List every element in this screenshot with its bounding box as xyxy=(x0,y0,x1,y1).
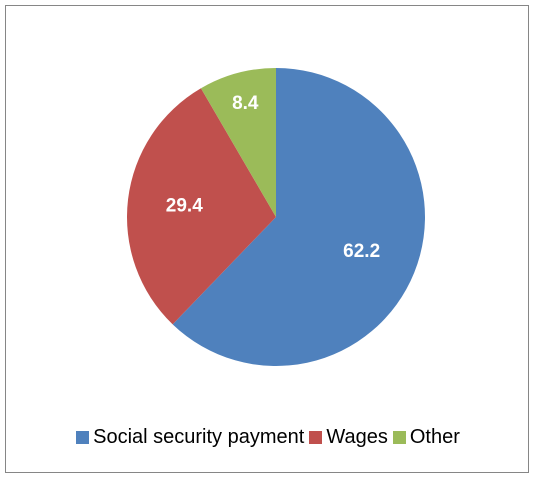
legend-label-social-security: Social security payment xyxy=(93,426,305,448)
pie-slice-social-security xyxy=(172,68,425,367)
legend-swatch-social-security xyxy=(76,431,90,444)
data-label-social-security: 62.2 xyxy=(343,241,380,262)
data-label-other: 8.4 xyxy=(232,93,259,114)
pie-slices xyxy=(127,68,425,367)
pie-chart: 62.2 29.4 8.4 xyxy=(127,68,425,367)
chart-area: 62.2 29.4 8.4 Social security payment Wage… xyxy=(5,5,529,473)
legend-item-social-security: Social security payment xyxy=(76,426,304,449)
legend-swatch-other xyxy=(392,431,406,444)
legend-label-wages: Wages xyxy=(326,426,388,448)
legend: Social security payment Wages Other xyxy=(6,426,530,449)
pie-slice-wages xyxy=(127,88,276,325)
legend-label-other: Other xyxy=(409,426,460,448)
legend-swatch-wages xyxy=(309,431,323,444)
pie-data-labels: 62.2 29.4 8.4 xyxy=(166,93,380,262)
legend-item-other: Other xyxy=(392,426,460,449)
legend-item-wages: Wages xyxy=(309,426,388,449)
data-label-wages: 29.4 xyxy=(166,195,203,216)
pie-slice-other xyxy=(200,68,276,217)
